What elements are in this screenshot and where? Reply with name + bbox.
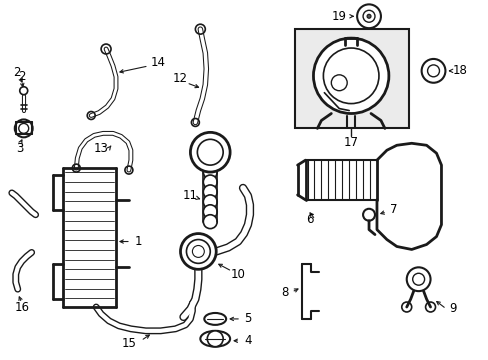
Text: 15: 15 <box>121 337 136 350</box>
Circle shape <box>362 209 374 221</box>
Text: 16: 16 <box>14 301 29 314</box>
Text: 13: 13 <box>94 142 108 155</box>
Text: 17: 17 <box>343 136 358 149</box>
Ellipse shape <box>204 313 225 325</box>
Text: 4: 4 <box>244 334 251 347</box>
Circle shape <box>180 234 216 269</box>
Ellipse shape <box>200 331 230 347</box>
Circle shape <box>203 205 217 219</box>
Circle shape <box>366 14 370 18</box>
Circle shape <box>203 215 217 229</box>
Text: 7: 7 <box>389 203 397 216</box>
Circle shape <box>190 132 230 172</box>
Bar <box>294 29 408 129</box>
Text: 9: 9 <box>448 302 456 315</box>
Circle shape <box>313 38 388 113</box>
Text: 10: 10 <box>230 268 245 281</box>
Circle shape <box>203 175 217 189</box>
Text: 3: 3 <box>16 142 23 155</box>
Text: 12: 12 <box>173 72 187 85</box>
Circle shape <box>207 331 223 347</box>
Text: 19: 19 <box>331 10 346 23</box>
Circle shape <box>356 4 380 28</box>
Circle shape <box>406 267 429 291</box>
Circle shape <box>15 120 33 137</box>
Circle shape <box>203 165 217 179</box>
Text: 8: 8 <box>281 285 288 299</box>
Text: 14: 14 <box>151 57 166 69</box>
Circle shape <box>203 195 217 209</box>
Text: 1: 1 <box>135 235 142 248</box>
Text: 5: 5 <box>244 312 251 325</box>
Text: 2: 2 <box>13 66 20 79</box>
Circle shape <box>203 185 217 199</box>
Text: 6: 6 <box>305 213 313 226</box>
Text: 2: 2 <box>18 70 25 83</box>
Text: 18: 18 <box>452 64 467 77</box>
Text: 11: 11 <box>183 189 198 202</box>
